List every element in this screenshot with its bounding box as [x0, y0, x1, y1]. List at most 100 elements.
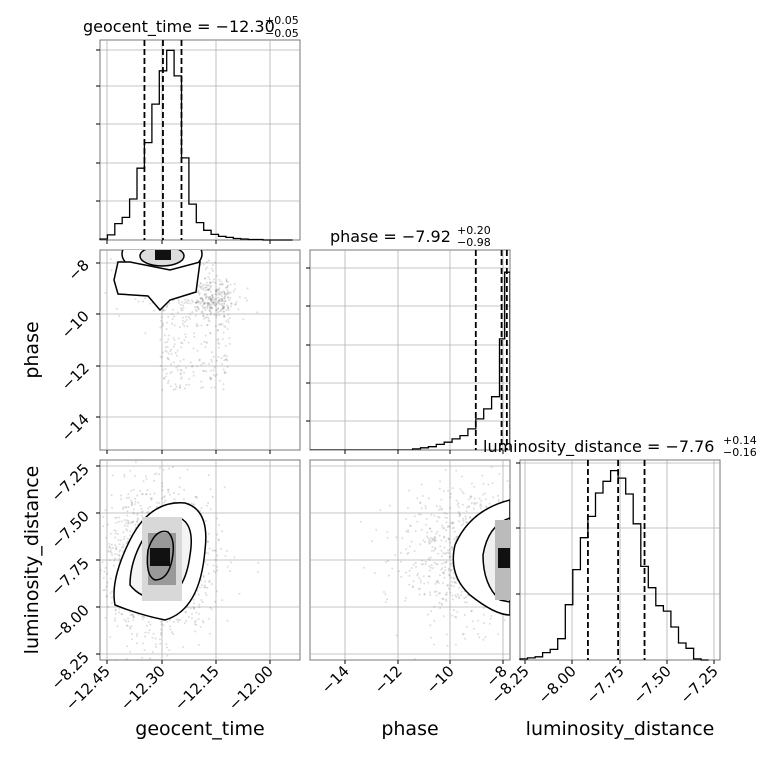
sample-point — [445, 633, 448, 636]
sample-point — [162, 309, 165, 312]
sample-point — [448, 556, 451, 559]
sample-point — [197, 300, 200, 303]
sample-point — [107, 550, 110, 553]
sample-point — [202, 386, 205, 389]
sample-point — [172, 345, 175, 348]
sample-point — [100, 569, 102, 571]
sample-point — [225, 309, 228, 311]
sample-point — [430, 610, 433, 613]
sample-point — [445, 591, 448, 594]
sample-point — [219, 280, 222, 283]
sample-point — [114, 612, 117, 615]
sample-point — [201, 304, 203, 307]
xlabel-geocent-time: geocent_time — [135, 718, 264, 740]
sample-point — [201, 285, 204, 288]
sample-point — [210, 304, 213, 307]
sample-point — [214, 600, 216, 603]
sample-point — [425, 517, 428, 520]
sample-point — [469, 495, 472, 498]
sample-point — [145, 624, 148, 627]
sample-point — [444, 569, 447, 572]
sample-point — [441, 507, 443, 510]
density-geocent-time-phase — [113, 250, 203, 312]
sample-point — [445, 529, 448, 532]
sample-point — [219, 303, 222, 306]
sample-point — [218, 291, 221, 294]
sample-point — [207, 284, 210, 286]
sample-point — [447, 538, 450, 541]
sample-point — [121, 613, 124, 616]
sample-point — [117, 533, 119, 535]
sample-point — [181, 319, 184, 322]
sample-point — [200, 363, 203, 366]
sample-point — [473, 502, 476, 504]
sample-point — [208, 272, 211, 275]
sample-point — [195, 611, 198, 614]
sample-point — [517, 563, 519, 565]
sample-point — [461, 633, 464, 636]
sample-point — [97, 567, 99, 569]
sample-point — [160, 633, 163, 636]
sample-point — [164, 367, 167, 370]
sample-point — [100, 614, 101, 616]
sample-point — [127, 620, 130, 623]
title-phase: phase = −7.92 — [330, 227, 451, 246]
sample-point — [109, 592, 112, 595]
sample-point — [122, 506, 125, 509]
sample-point — [203, 293, 206, 296]
sample-point — [514, 540, 516, 542]
sample-point — [424, 560, 427, 563]
sample-point — [207, 298, 210, 301]
sample-point — [151, 636, 154, 639]
sample-point — [222, 331, 225, 334]
sample-point — [102, 589, 105, 592]
sample-point — [427, 581, 430, 584]
sample-point — [153, 309, 156, 312]
sample-point — [162, 309, 165, 312]
sample-point — [238, 592, 241, 595]
sample-point — [438, 487, 441, 490]
sample-point — [164, 499, 167, 502]
sample-point — [208, 581, 211, 584]
sample-point — [202, 621, 205, 624]
sample-point — [475, 502, 478, 504]
sample-point — [206, 313, 209, 316]
sample-point — [195, 325, 198, 327]
sample-point — [469, 496, 472, 499]
sample-point — [210, 285, 213, 287]
title-geocent-time-sup: +0.05 — [265, 14, 299, 27]
sample-point — [438, 516, 441, 519]
sample-point — [194, 306, 197, 309]
sample-point — [209, 303, 212, 306]
sample-point — [517, 604, 519, 606]
sample-point — [429, 591, 431, 594]
panel-frame — [309, 249, 511, 451]
sample-point — [468, 498, 470, 501]
sample-point — [187, 315, 190, 318]
sample-point — [163, 377, 166, 380]
sample-point — [158, 473, 161, 476]
sample-point — [205, 551, 208, 554]
sample-point — [131, 521, 134, 524]
sample-point — [166, 654, 169, 657]
sample-point — [513, 526, 515, 528]
sample-point — [453, 577, 456, 580]
grid-lines — [100, 40, 300, 240]
sample-point — [218, 310, 221, 313]
sample-point — [197, 308, 200, 311]
sample-point — [395, 536, 398, 539]
sample-point — [383, 591, 385, 593]
sample-point — [91, 280, 93, 282]
sample-point — [164, 375, 167, 378]
sample-point — [206, 288, 209, 291]
sample-point — [162, 469, 165, 471]
sample-point — [200, 386, 203, 389]
sample-point — [481, 474, 484, 477]
sample-point — [136, 632, 139, 635]
sample-point — [198, 606, 201, 609]
sample-point — [461, 490, 464, 493]
sample-point — [102, 516, 105, 519]
sample-point — [125, 620, 127, 623]
sample-point — [204, 292, 207, 295]
sample-point — [515, 547, 517, 549]
